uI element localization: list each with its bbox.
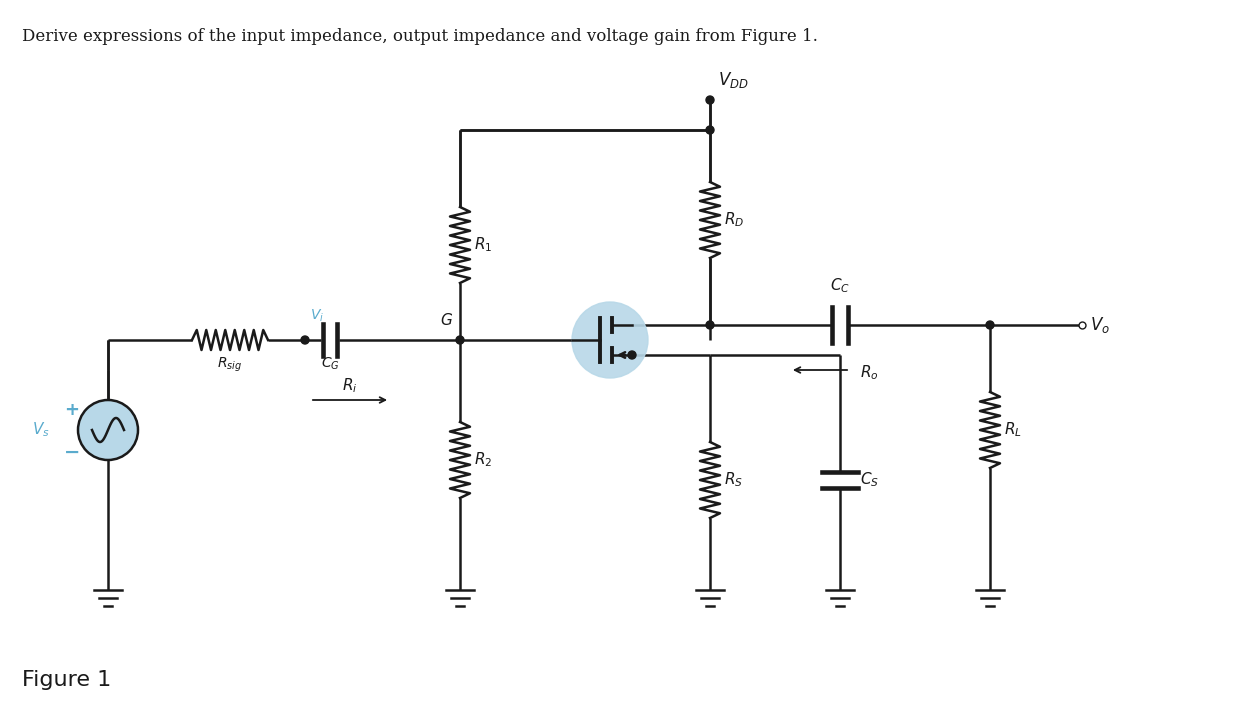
Text: $C_G$: $C_G$ [321, 356, 340, 372]
Text: $V_{DD}$: $V_{DD}$ [718, 70, 749, 90]
Text: $V_i$: $V_i$ [310, 308, 325, 325]
Text: $R_2$: $R_2$ [474, 451, 493, 469]
Text: $R_i$: $R_i$ [342, 377, 358, 395]
Text: $V_s$: $V_s$ [32, 420, 50, 439]
Text: $R_D$: $R_D$ [724, 211, 744, 230]
Text: $R_{sig}$: $R_{sig}$ [218, 356, 243, 374]
Text: +: + [63, 401, 80, 419]
Text: −: − [63, 443, 81, 462]
Text: $C_S$: $C_S$ [860, 471, 880, 490]
Text: $R_S$: $R_S$ [724, 471, 743, 490]
Text: $R_1$: $R_1$ [474, 235, 493, 254]
Circle shape [986, 321, 994, 329]
Circle shape [707, 96, 714, 104]
Text: Figure 1: Figure 1 [22, 670, 111, 690]
Circle shape [572, 302, 648, 378]
Text: G: G [440, 312, 452, 328]
Circle shape [707, 126, 714, 134]
Circle shape [457, 336, 464, 344]
Text: Derive expressions of the input impedance, output impedance and voltage gain fro: Derive expressions of the input impedanc… [22, 28, 817, 45]
Circle shape [628, 351, 636, 359]
Text: $V_o$: $V_o$ [1090, 315, 1110, 335]
Circle shape [707, 321, 714, 329]
Text: $R_L$: $R_L$ [1004, 420, 1021, 439]
Text: $C_C$: $C_C$ [830, 276, 850, 295]
Text: $R_o$: $R_o$ [860, 363, 878, 382]
Circle shape [78, 400, 138, 460]
Circle shape [301, 336, 309, 344]
